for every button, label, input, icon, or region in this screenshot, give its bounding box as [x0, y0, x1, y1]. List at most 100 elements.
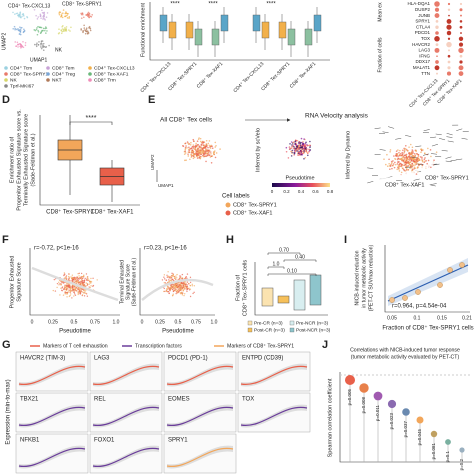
- point: [196, 140, 199, 143]
- point: [181, 294, 184, 296]
- label: 0.5: [175, 319, 182, 325]
- label: Post-NCR (n=3): [296, 327, 331, 333]
- point: [173, 275, 175, 278]
- point: [179, 288, 181, 290]
- point: [430, 155, 432, 158]
- point: [68, 273, 70, 275]
- legend-swatch: [4, 78, 8, 82]
- point: [75, 280, 77, 283]
- point: [33, 29, 36, 31]
- point: [166, 276, 169, 278]
- legend-swatch: [247, 327, 253, 333]
- point: [415, 149, 417, 152]
- label: 0.1: [414, 315, 421, 321]
- point: [80, 13, 83, 16]
- point: [20, 26, 23, 29]
- point: [293, 145, 295, 148]
- box: [168, 21, 177, 39]
- velocity-arrow: [441, 150, 448, 152]
- point: [423, 152, 426, 155]
- point: [202, 142, 204, 145]
- point: [208, 144, 211, 147]
- point: [19, 26, 21, 28]
- point: [61, 287, 63, 289]
- label: LAG3: [94, 356, 110, 362]
- point: [78, 272, 80, 275]
- bracket: [267, 252, 301, 255]
- label: r=-0.72, p<1e-16: [34, 246, 79, 252]
- point: [398, 168, 400, 170]
- point: [16, 12, 19, 15]
- point: [60, 13, 63, 15]
- point: [14, 41, 17, 43]
- legend-swatch: [4, 72, 8, 76]
- point: [295, 140, 298, 142]
- point: [89, 29, 92, 32]
- label: Functional enrichment: [140, 2, 146, 57]
- velocity-arrow: [445, 156, 452, 159]
- point: [88, 279, 90, 282]
- point: [414, 167, 417, 170]
- point: [409, 156, 412, 159]
- point: [40, 17, 42, 19]
- axes: [29, 2, 472, 463]
- point: [397, 155, 399, 157]
- point: [85, 285, 87, 287]
- velocity-arrow: [456, 158, 463, 161]
- point: [177, 286, 179, 289]
- point: [287, 157, 290, 159]
- point: [171, 286, 173, 288]
- point: [205, 150, 207, 153]
- point: [181, 292, 183, 295]
- point: [88, 286, 90, 288]
- point: [42, 42, 45, 45]
- point: [42, 44, 44, 46]
- point: [39, 46, 42, 48]
- point: [182, 286, 185, 288]
- velocity-arrow: [367, 167, 374, 169]
- dot: [447, 60, 451, 64]
- dot: [460, 32, 462, 34]
- point: [186, 284, 188, 286]
- point: [177, 291, 180, 293]
- point: [39, 26, 42, 29]
- point: [169, 290, 171, 292]
- label: 0.05: [387, 315, 397, 321]
- point: [188, 149, 190, 152]
- point: [166, 287, 168, 290]
- point: [196, 149, 199, 151]
- point: [400, 162, 402, 165]
- point: [302, 141, 304, 143]
- point: [83, 24, 85, 27]
- point: [42, 27, 45, 30]
- legend-swatch: [289, 327, 295, 333]
- point: [174, 285, 176, 287]
- dot: [435, 60, 439, 64]
- point: [389, 297, 395, 303]
- point: [193, 156, 196, 159]
- dot: [459, 2, 463, 6]
- point: [43, 15, 46, 18]
- point: [402, 295, 408, 301]
- point: [409, 163, 411, 166]
- point: [96, 279, 98, 281]
- point: [408, 159, 411, 161]
- point: [67, 285, 69, 287]
- point: [175, 278, 177, 281]
- point: [39, 13, 42, 16]
- point: [394, 161, 396, 164]
- point: [399, 158, 401, 160]
- point: [65, 285, 67, 287]
- velocity-arrow: [431, 143, 439, 147]
- point: [182, 283, 184, 285]
- point: [400, 152, 402, 155]
- label: Correlations with NICB-induced tumor res…: [350, 347, 460, 353]
- label: Expression (min-to-max): [6, 379, 12, 444]
- point: [202, 151, 205, 153]
- panel-letter: J: [322, 339, 328, 351]
- label: 0.15: [437, 315, 447, 321]
- dot: [435, 43, 439, 47]
- point: [184, 149, 186, 151]
- label: Progenitor Exhausted Signature score vs.: [16, 109, 22, 211]
- point: [65, 26, 68, 28]
